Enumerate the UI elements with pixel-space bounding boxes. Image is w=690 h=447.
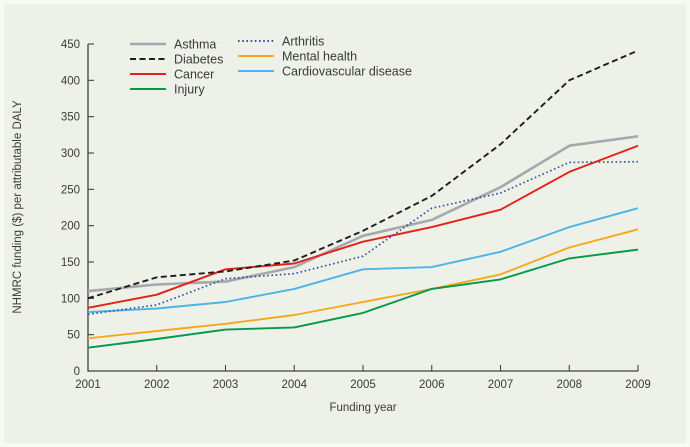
- legend-label: Cancer: [174, 68, 214, 82]
- y-axis-title: NHMRC funding ($) per attributable DALY: [12, 100, 24, 314]
- x-tick-label: 2009: [625, 379, 651, 391]
- series-line-asthma: [87, 135, 639, 293]
- x-tick-label: 2008: [556, 379, 582, 391]
- series-line-arthritis: [87, 160, 639, 316]
- legend-item-diabetes: Diabetes: [130, 53, 223, 67]
- x-tick-label: 2001: [75, 379, 101, 391]
- y-tick-label: 0: [74, 366, 80, 378]
- legend-item-mental-health: Mental health: [238, 50, 357, 64]
- x-axis-title: Funding year: [329, 402, 396, 414]
- legend-label: Arthritis: [282, 35, 324, 49]
- x-tick-label: 2004: [281, 379, 307, 391]
- legend-item-arthritis: Arthritis: [238, 35, 324, 49]
- y-tick-label: 400: [61, 75, 80, 87]
- x-tick-label: 2005: [350, 379, 376, 391]
- legend-label: Injury: [174, 83, 205, 97]
- x-tick-label: 2002: [144, 379, 170, 391]
- series-line-cardiovascular-disease: [87, 207, 639, 314]
- legend-label: Asthma: [174, 38, 216, 52]
- x-tick-label: 2006: [419, 379, 445, 391]
- y-tick-label: 300: [61, 148, 80, 160]
- legend-item-asthma: Asthma: [130, 38, 216, 52]
- legend-label: Mental health: [282, 50, 357, 64]
- legend-label: Diabetes: [174, 53, 223, 67]
- x-tick-label: 2003: [213, 379, 239, 391]
- series-line-injury: [87, 248, 639, 349]
- y-tick-label: 50: [67, 330, 80, 342]
- x-tick-label: 2007: [488, 379, 514, 391]
- y-tick-label: 150: [61, 257, 80, 269]
- y-tick-label: 100: [61, 293, 80, 305]
- y-tick-label: 350: [61, 112, 80, 124]
- legend-label: Cardiovascular disease: [282, 65, 412, 79]
- legend-item-cardiovascular-disease: Cardiovascular disease: [238, 65, 412, 79]
- series-line-cancer: [87, 144, 639, 309]
- funding-per-daly-line-chart: NHMRC funding ($) per attributable DALY …: [12, 35, 651, 415]
- legend-item-injury: Injury: [130, 83, 205, 97]
- series-line-mental-health: [87, 228, 639, 340]
- plot-area: 0 50 100 150 200 250 300 350 400 450 2001 2002 2003 2…: [61, 39, 651, 391]
- y-tick-label: 200: [61, 221, 80, 233]
- series-line-diabetes: [87, 49, 639, 300]
- y-tick-label: 250: [61, 184, 80, 196]
- legend-item-cancer: Cancer: [130, 68, 214, 82]
- y-tick-label: 450: [61, 39, 80, 51]
